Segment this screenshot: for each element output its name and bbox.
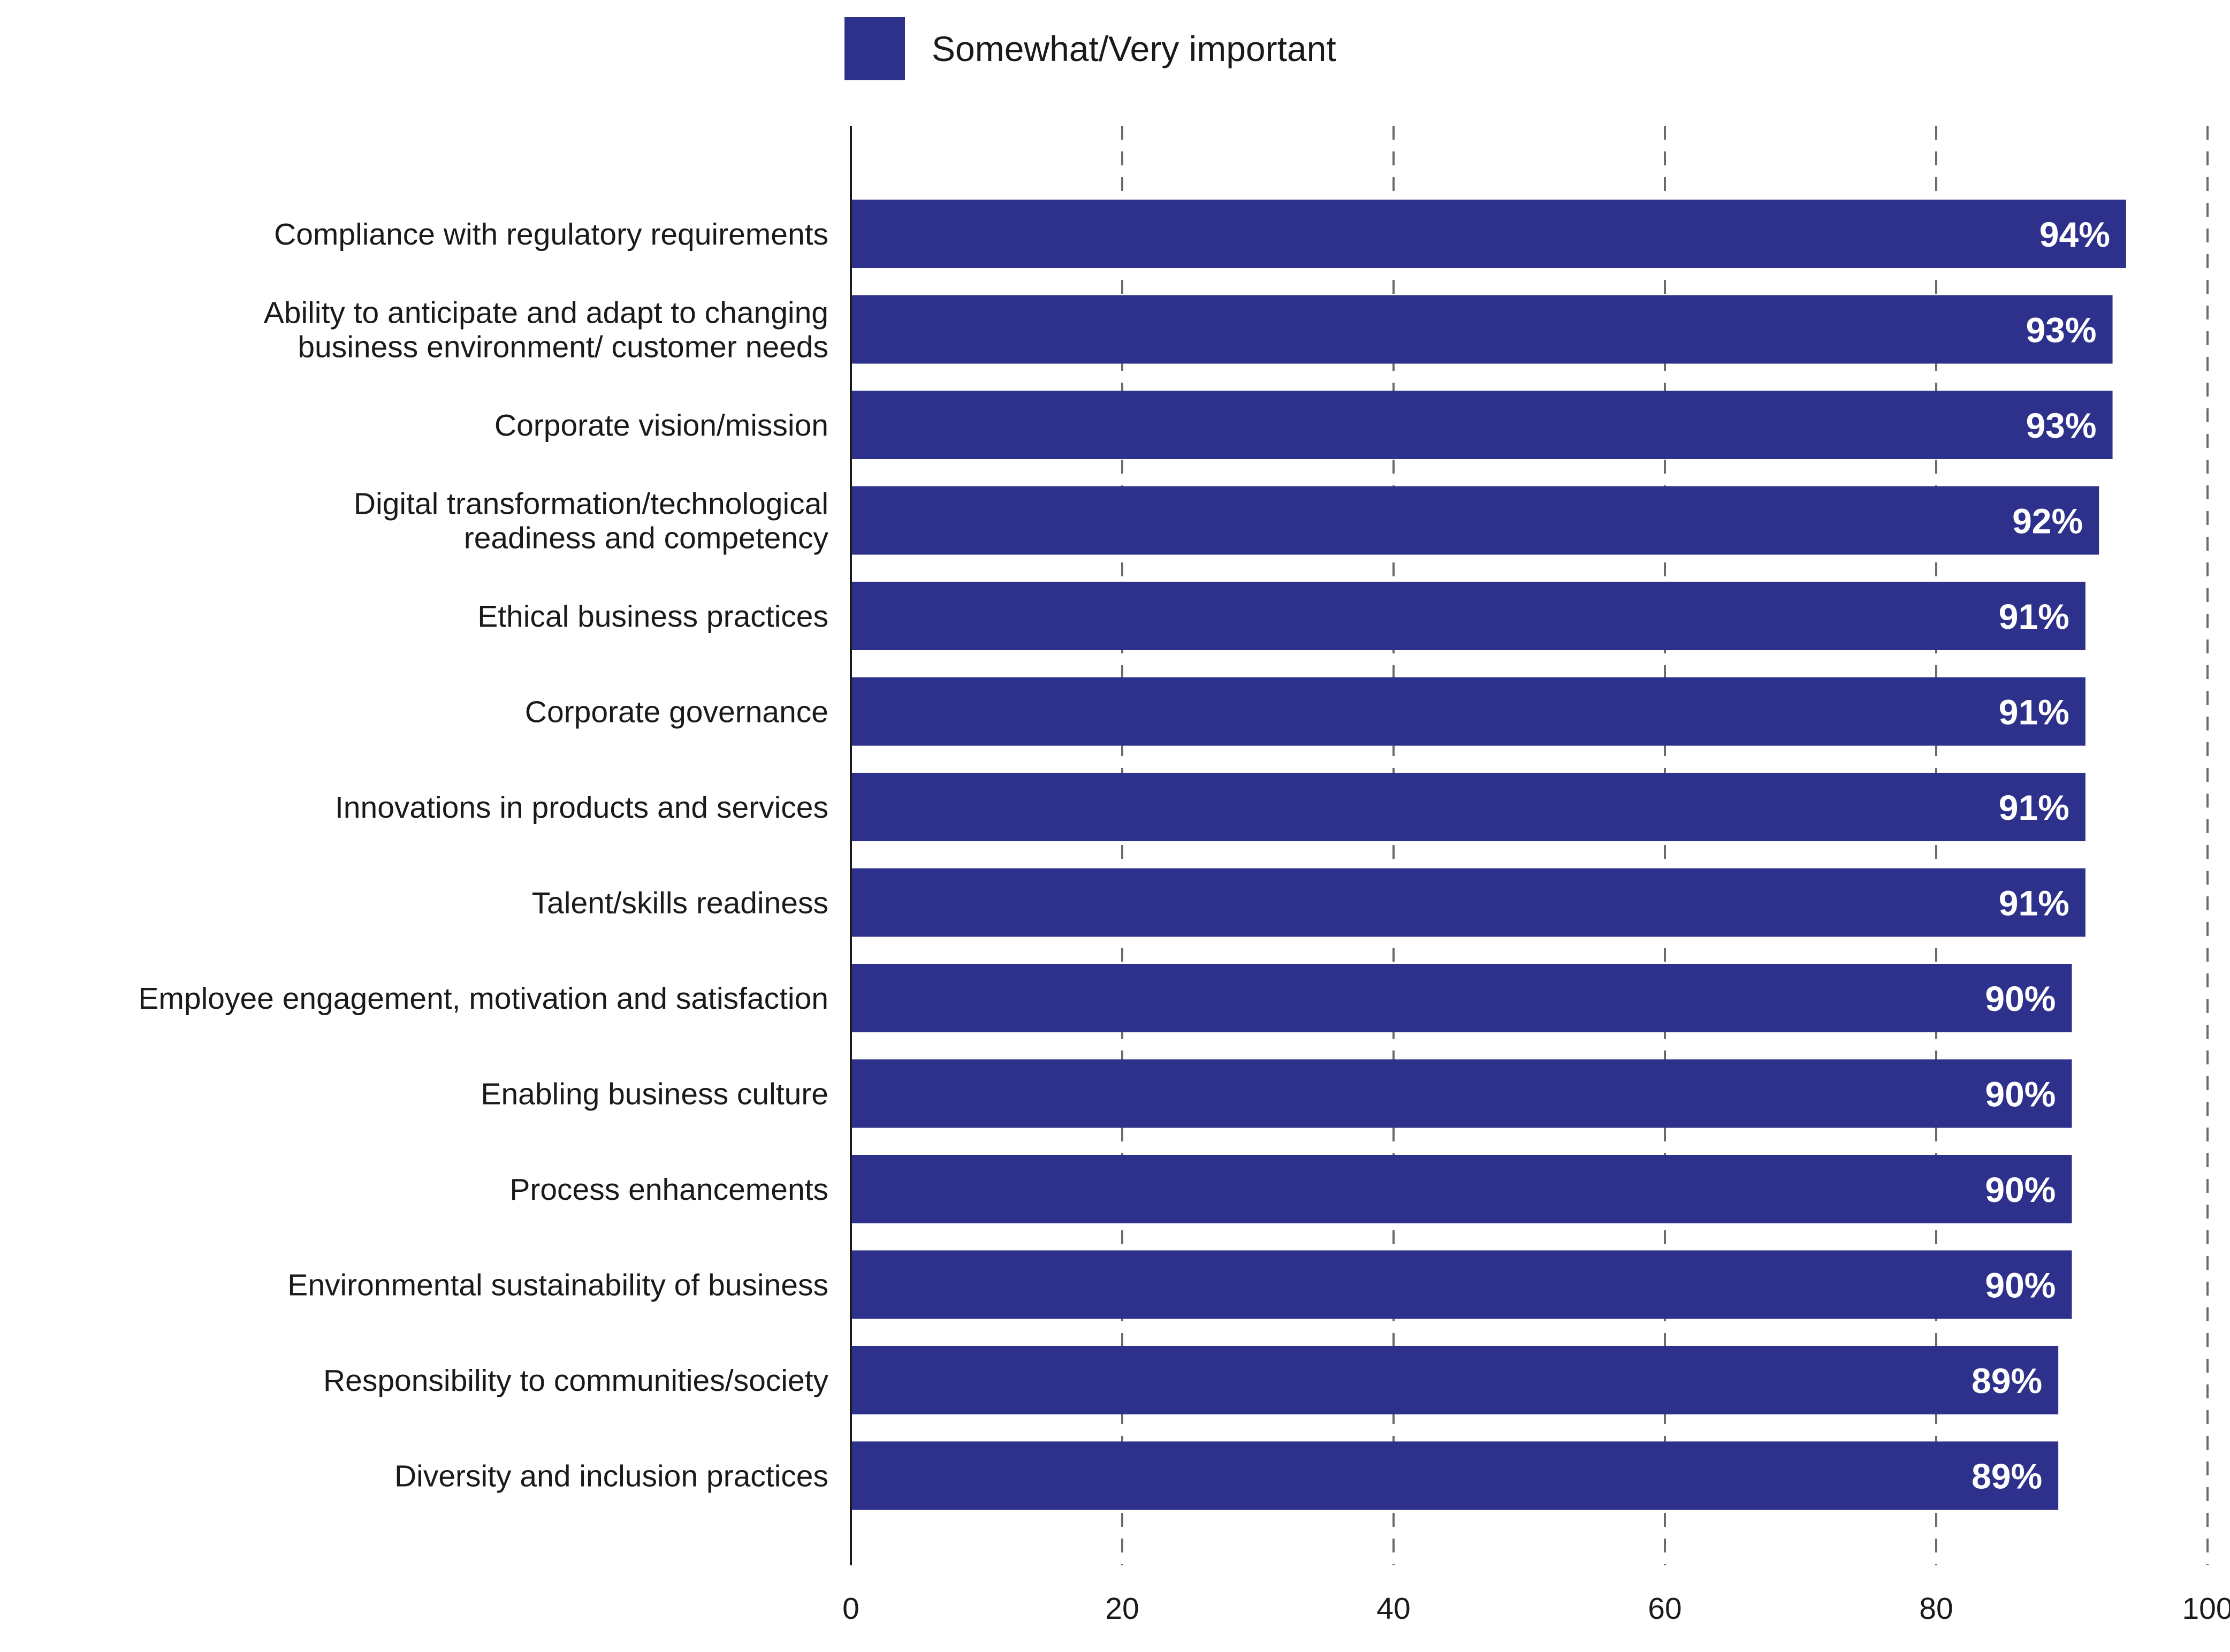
category-labels: Compliance with regulatory requirements A… [138, 217, 828, 1494]
bar-value-label: 90% [1985, 979, 2056, 1018]
bar [851, 1059, 2072, 1128]
x-tick-label: 80 [1919, 1592, 1953, 1626]
x-tick-label: 20 [1105, 1592, 1139, 1626]
bar [851, 1441, 2059, 1510]
category-label: Enabling business culture [481, 1077, 828, 1112]
legend: Somewhat/Very important [844, 17, 1336, 80]
bar-value-label: 93% [2026, 406, 2096, 445]
bar [851, 677, 2086, 746]
bar [851, 582, 2086, 650]
bar-value-label: 89% [1972, 1361, 2042, 1400]
category-label: Environmental sustainability of business [287, 1268, 828, 1303]
category-label: Innovations in products and services [335, 790, 828, 825]
bar-value-label: 91% [1999, 884, 2069, 923]
bar [851, 295, 2113, 364]
category-label: Corporate vision/mission [494, 408, 828, 443]
bar [851, 773, 2086, 841]
bar [851, 1250, 2072, 1319]
bar [851, 486, 2099, 555]
bar [851, 391, 2113, 459]
x-axis-ticks: 0 20 40 60 80 100 [842, 1592, 2230, 1626]
bar-value-label: 93% [2026, 310, 2096, 350]
legend-swatch [844, 17, 905, 80]
bar-value-label: 91% [1999, 692, 2069, 732]
category-label: Employee engagement, motivation and sati… [138, 981, 828, 1016]
bar [851, 868, 2086, 937]
bar [851, 1346, 2059, 1414]
category-label: Responsibility to communities/society [323, 1364, 829, 1398]
x-tick-label: 100 [2182, 1592, 2230, 1626]
bars: 94% 93% 93% 92% 91% 91% 91% 91% 90% 90% 90% 90% 89% 8… [851, 200, 2126, 1510]
bar-value-label: 90% [1985, 1075, 2056, 1114]
bar-value-label: 94% [2039, 215, 2110, 254]
category-label: Ethical business practices [477, 599, 828, 634]
bar [851, 1155, 2072, 1223]
category-label: Compliance with regulatory requirements [274, 217, 828, 252]
bar [851, 200, 2126, 268]
bar-value-label: 90% [1985, 1266, 2056, 1305]
bar-value-label: 89% [1972, 1457, 2042, 1496]
category-label: Process enhancements [509, 1173, 828, 1207]
gridlines [1121, 126, 2209, 1565]
category-label: Diversity and inclusion practices [394, 1459, 828, 1494]
bar-value-label: 91% [1999, 788, 2069, 827]
category-label: Talent/skills readiness [532, 886, 828, 920]
category-label: Digital transformation/technological read… [354, 487, 829, 555]
x-tick-label: 60 [1648, 1592, 1681, 1626]
bar-value-label: 92% [2012, 501, 2083, 541]
category-label: Corporate governance [525, 695, 828, 729]
x-tick-label: 0 [842, 1592, 859, 1626]
category-label: Ability to anticipate and adapt to chang… [264, 296, 828, 364]
bar-value-label: 90% [1985, 1170, 2056, 1209]
bar-value-label: 91% [1999, 597, 2069, 636]
legend-label: Somewhat/Very important [932, 29, 1336, 68]
bar [851, 964, 2072, 1032]
x-tick-label: 40 [1376, 1592, 1410, 1626]
